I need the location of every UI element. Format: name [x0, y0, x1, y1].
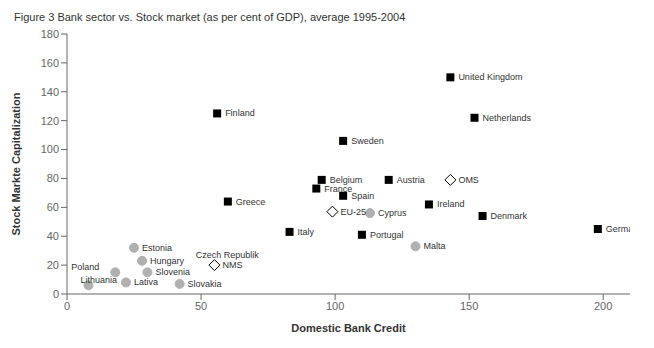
svg-text:0: 0: [53, 288, 59, 300]
svg-text:180: 180: [41, 28, 59, 40]
svg-text:NMS: NMS: [222, 260, 242, 270]
svg-text:Ireland: Ireland: [437, 199, 465, 209]
svg-text:Poland: Poland: [71, 262, 99, 272]
svg-text:100: 100: [326, 300, 344, 312]
svg-text:80: 80: [47, 172, 59, 184]
svg-text:150: 150: [460, 300, 478, 312]
svg-text:Spain: Spain: [351, 191, 374, 201]
svg-text:Estonia: Estonia: [142, 243, 172, 253]
svg-text:Denmark: Denmark: [491, 211, 528, 221]
svg-text:France: France: [324, 184, 352, 194]
svg-text:50: 50: [195, 300, 207, 312]
svg-text:Germany: Germany: [606, 224, 630, 234]
svg-text:EU-25: EU-25: [340, 207, 366, 217]
svg-text:60: 60: [47, 201, 59, 213]
svg-text:Lithuania: Lithuania: [80, 275, 117, 285]
svg-text:160: 160: [41, 57, 59, 69]
svg-text:40: 40: [47, 230, 59, 242]
svg-text:Lativa: Lativa: [134, 277, 158, 287]
svg-text:120: 120: [41, 115, 59, 127]
svg-text:Czech Republik: Czech Republik: [196, 250, 260, 260]
svg-text:Slovakia: Slovakia: [188, 279, 222, 289]
svg-text:Greece: Greece: [236, 197, 266, 207]
svg-text:140: 140: [41, 86, 59, 98]
svg-text:United Kingdom: United Kingdom: [458, 72, 522, 82]
svg-text:Hungary: Hungary: [150, 256, 185, 266]
svg-text:Belgium: Belgium: [329, 174, 363, 185]
svg-text:Cyprus: Cyprus: [378, 208, 407, 218]
svg-text:Netherlands: Netherlands: [483, 113, 532, 123]
svg-text:Portugal: Portugal: [370, 230, 404, 240]
svg-text:Slovenia: Slovenia: [155, 267, 190, 277]
svg-text:Sweden: Sweden: [351, 136, 384, 146]
svg-text:Malta: Malta: [424, 241, 446, 251]
html-text:Figure 3 Bank sector vs. Stock: Figure 3 Bank sector vs. Stock market (a…: [14, 11, 406, 23]
svg-text:Stock Markte Capitalization: Stock Markte Capitalization: [10, 92, 22, 235]
svg-text:Austria: Austria: [397, 175, 425, 185]
svg-text:Finland: Finland: [225, 108, 255, 118]
svg-text:0: 0: [64, 300, 70, 312]
svg-text:OMS: OMS: [458, 175, 479, 185]
svg-text:100: 100: [41, 143, 59, 155]
svg-text:20: 20: [47, 259, 59, 271]
svg-text:Italy: Italy: [298, 227, 315, 237]
svg-text:200: 200: [594, 300, 612, 312]
svg-text:Domestic Bank Credit: Domestic Bank Credit: [291, 322, 406, 334]
